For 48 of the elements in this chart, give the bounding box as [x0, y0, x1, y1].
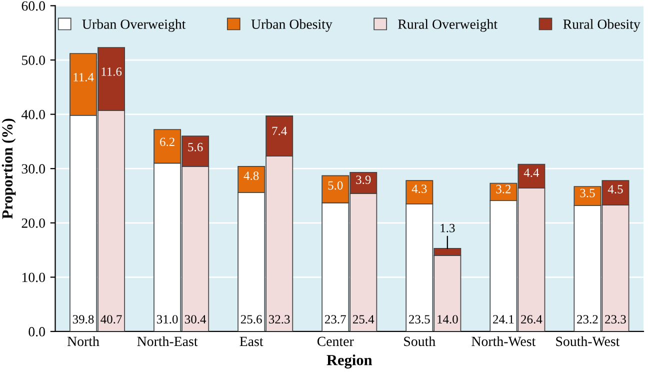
y-tick-label: 50.0	[22, 56, 45, 66]
data-label: 31.0	[156, 315, 178, 324]
data-label: 23.7	[324, 315, 346, 324]
data-label: 25.4	[352, 315, 374, 324]
data-label: 4.8	[244, 172, 259, 180]
legend-label: Urban Overweight	[82, 19, 186, 32]
x-tick-label: East	[240, 336, 264, 346]
x-tick-label: North-West	[472, 336, 536, 346]
data-label: 24.1	[493, 315, 514, 324]
data-label: 14.0	[438, 315, 458, 324]
data-label: 32.3	[269, 315, 290, 324]
y-tick-label: 30.0	[22, 164, 45, 174]
y-tick-label: 0.0	[28, 327, 45, 336]
x-tick-label: North-East	[137, 336, 198, 346]
x-tick-label: Center	[317, 336, 354, 346]
data-label: 23.2	[577, 315, 598, 324]
data-label: 4.5	[608, 185, 623, 194]
x-tick-label: North	[67, 336, 100, 346]
data-label: 5.0	[328, 181, 343, 190]
y-tick-label: 20.0	[22, 218, 45, 228]
x-tick-label: South-West	[556, 336, 620, 346]
data-label: 40.7	[100, 315, 122, 324]
data-label: 26.4	[521, 315, 542, 324]
data-label: 11.4	[74, 73, 94, 82]
legend-label: Rural Obesity	[563, 19, 640, 32]
data-label: 3.5	[580, 188, 595, 198]
data-label: 1.3	[440, 224, 455, 232]
y-tick-label: 40.0	[21, 110, 45, 120]
data-label: 6.2	[160, 138, 174, 146]
y-axis-title: Proportion (%)	[2, 118, 16, 219]
x-axis-title: Region	[326, 354, 372, 368]
data-label: 30.4	[184, 315, 206, 324]
y-tick-label: 10.0	[22, 272, 45, 282]
data-label: 3.9	[356, 176, 371, 184]
data-label: 23.3	[605, 315, 626, 324]
data-label: 4.3	[412, 184, 427, 194]
x-tick-label: South	[404, 336, 436, 346]
data-label: 39.8	[72, 315, 94, 324]
data-label: 23.5	[409, 315, 430, 324]
data-label: 11.6	[102, 67, 122, 76]
data-label: 7.4	[272, 126, 287, 136]
y-tick-label: 60.0	[22, 1, 45, 11]
legend-label: Urban Obesity	[251, 19, 332, 32]
legend-label: Rural Overweight	[398, 19, 498, 32]
data-label: 4.4	[524, 168, 540, 177]
data-label: 3.2	[496, 184, 511, 194]
data-label: 5.6	[188, 142, 203, 152]
data-label: 25.6	[240, 315, 262, 324]
